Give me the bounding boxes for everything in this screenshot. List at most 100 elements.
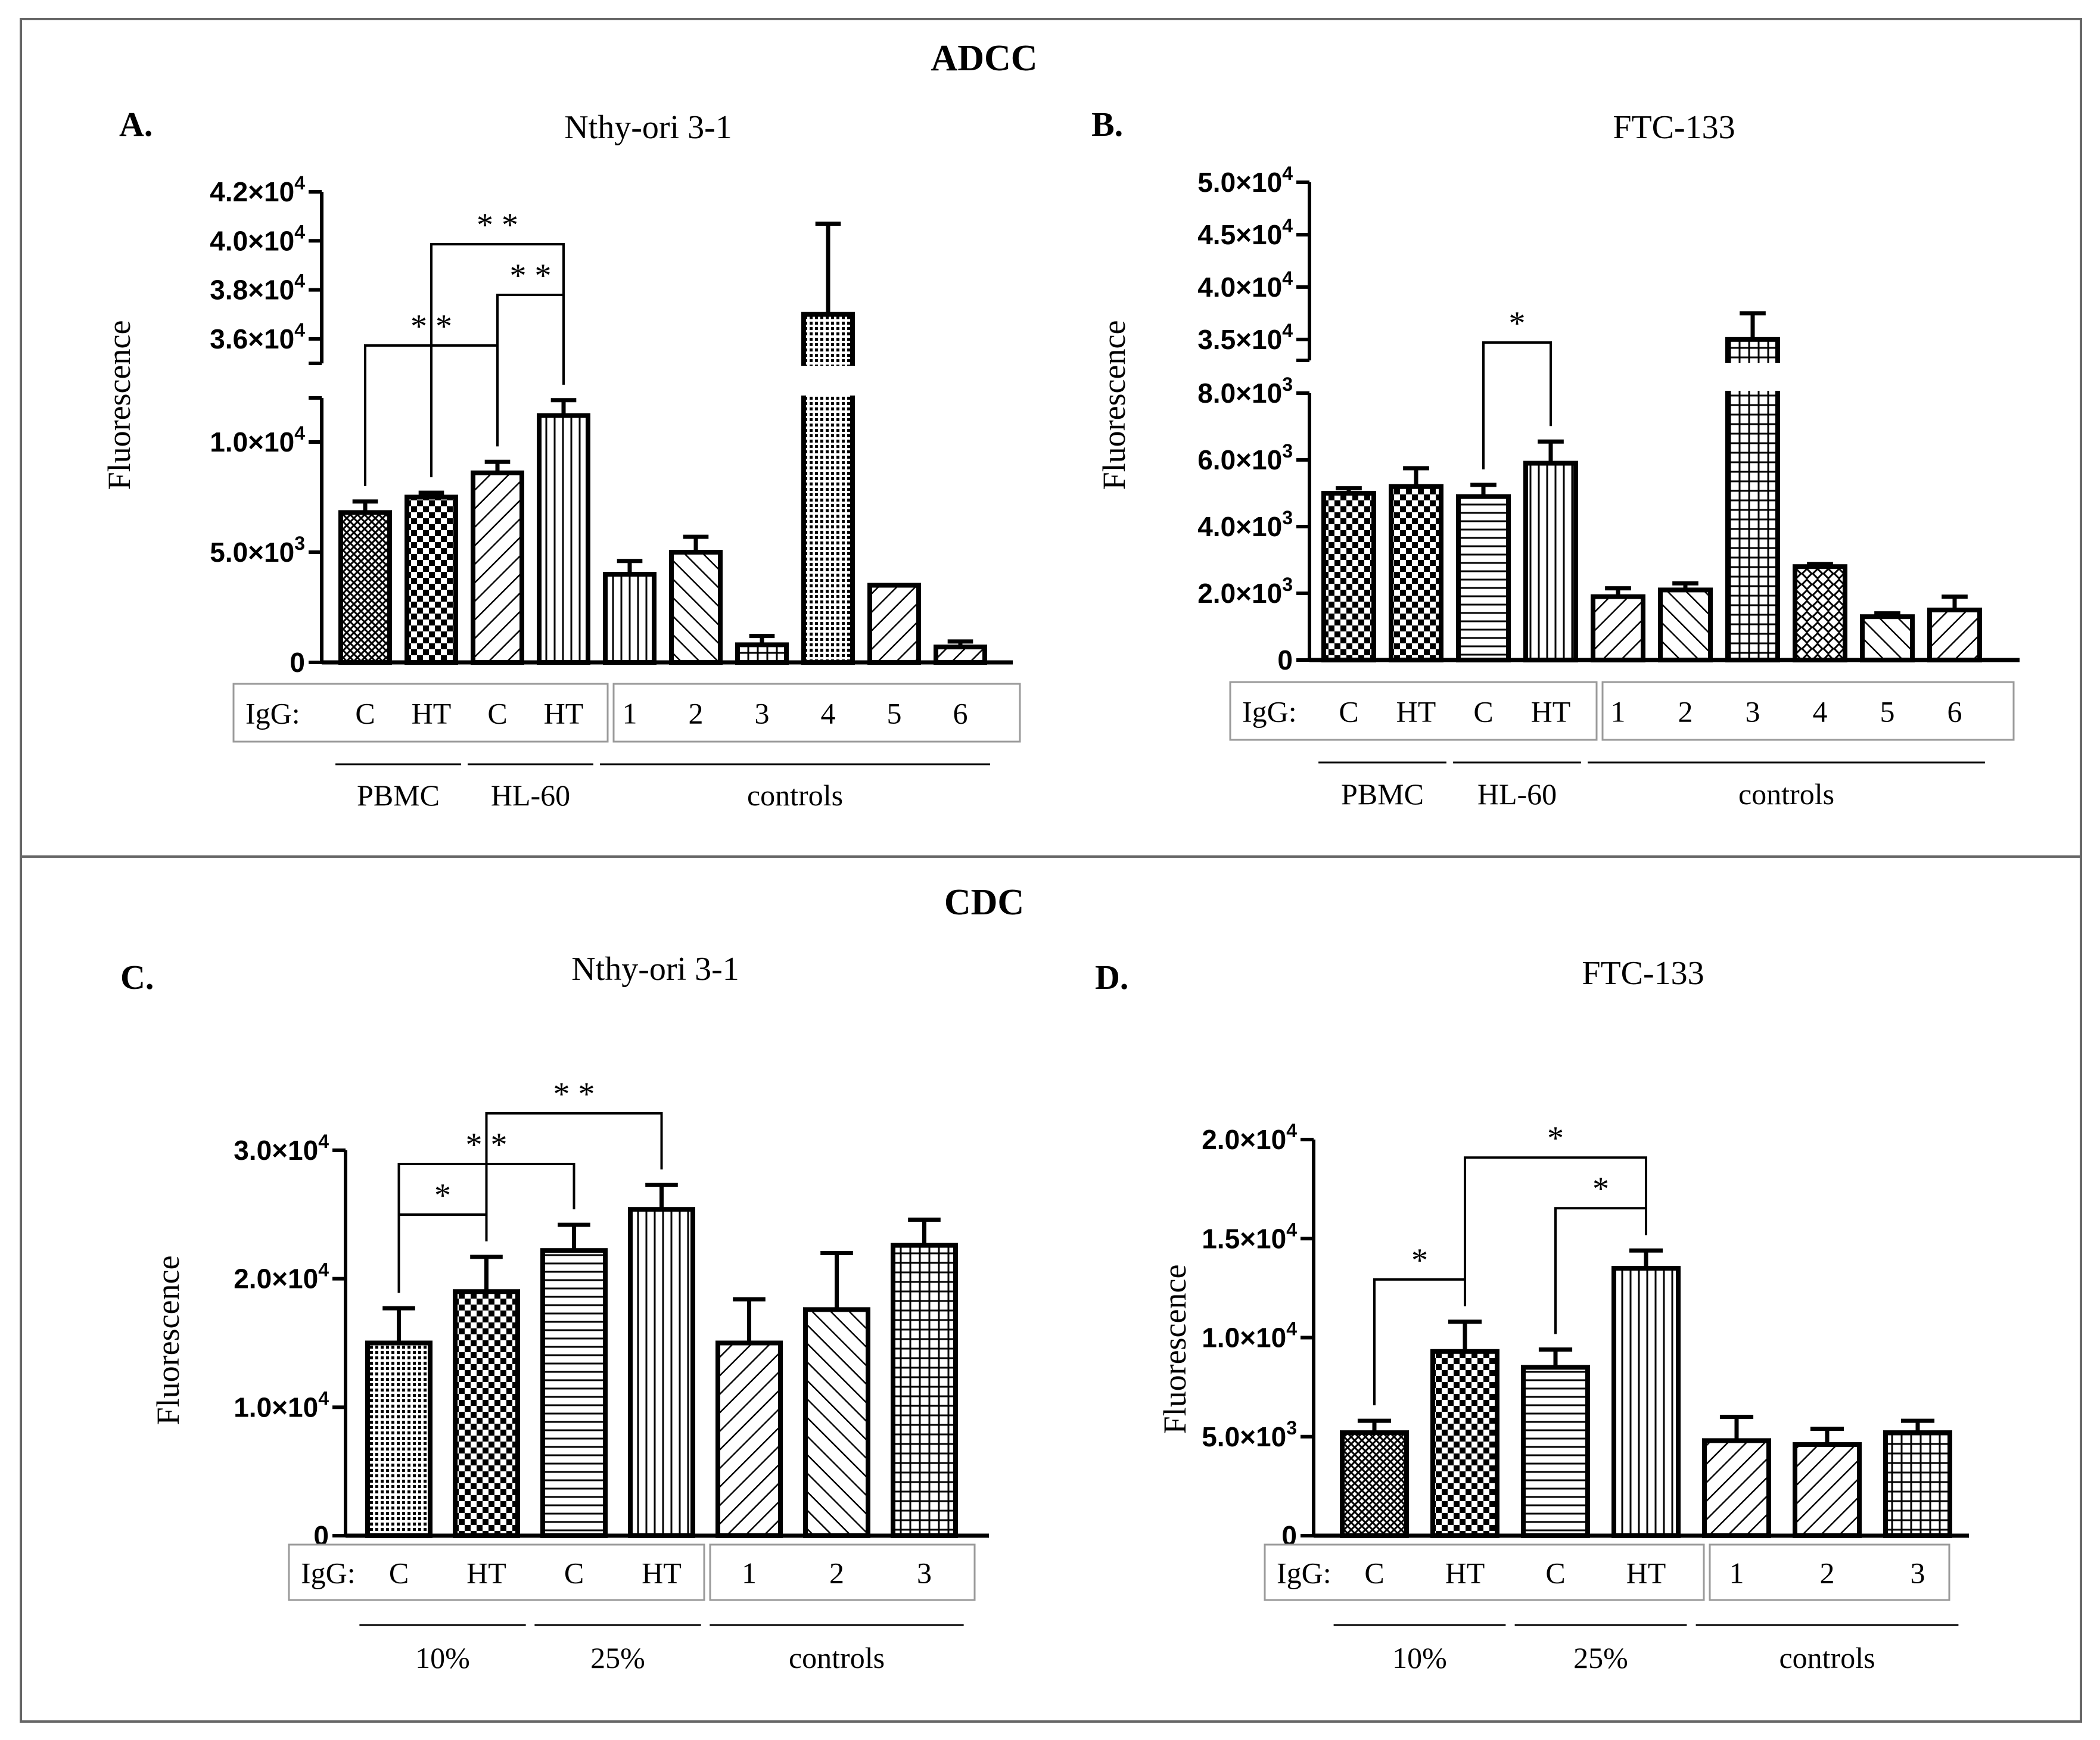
significance-bracket: * [1464,1120,1647,1306]
y-axis-label: Fluorescence [101,320,137,490]
bar-group [1702,1415,1771,1538]
x-tick-label: 4 [821,697,836,730]
x-tick-label: C [1545,1557,1565,1590]
y-tick-label: 1.0×104 [1202,1318,1297,1353]
y-axis-label: Fluorescence [1096,320,1132,490]
y-tick: 8.0×103 [1197,373,1309,409]
bar-group [867,583,921,665]
igg-prefix: IgG: [1277,1557,1331,1590]
panel-label: C. [120,958,154,997]
y-tick: 0 [290,647,322,678]
x-tick-label: 2 [829,1557,844,1590]
group-annotation: 25% [1514,1624,1687,1674]
bar-group [1723,311,1782,662]
y-tick: 3.0×104 [234,1131,346,1166]
igg-category-boxes: IgG: C HT C HT 1 2 3 4 5 6 [232,683,1021,743]
group-label: controls [747,779,843,812]
group-annotation: PBMC [335,763,461,812]
significance-label: * * [510,257,552,294]
y-tick-label: 8.0×103 [1197,373,1293,409]
group-label: controls [1738,777,1834,811]
group-label: 25% [590,1641,645,1674]
y-tick-label: 3.8×104 [210,270,305,306]
x-tick-label: C [487,697,507,730]
x-tick-label: C [1364,1557,1384,1590]
group-label: HL-60 [491,779,570,812]
bar-group [338,499,392,665]
bar-group [891,1217,958,1538]
y-tick: 1.0×104 [234,1387,346,1422]
y-tick: 5.0×104 [1197,163,1309,198]
panel-label: B. [1091,105,1123,144]
x-tick-label: HT [1626,1557,1666,1590]
panel-title: FTC-133 [1582,955,1704,992]
group-annotation: 25% [534,1624,701,1674]
bar-group [1321,486,1376,662]
y-tick-label: 4.2×104 [210,172,305,207]
bracket-line [1482,341,1552,469]
igg-prefix: IgG: [301,1557,356,1590]
bar-group [799,221,857,665]
y-tick-label: 6.0×103 [1197,440,1293,475]
y-tick: 4.0×104 [210,221,322,256]
bar-group [365,1306,433,1538]
bar-break-gap [1723,363,1782,391]
controls-box [612,683,1021,743]
bar [1389,484,1443,662]
x-tick-label: C [389,1557,409,1590]
group-annotation: HL-60 [468,763,593,812]
group-annotation: controls [1695,1624,1959,1674]
bar [1793,564,1847,663]
bar [471,470,524,665]
igg-box [288,1543,705,1601]
significance-label: * [1547,1120,1564,1157]
y-tick: 6.0×103 [1197,440,1309,475]
bar-group [715,1297,783,1538]
bar-break-gap [799,366,857,396]
bar [453,1289,520,1539]
bar [1860,614,1915,662]
bar-group [1793,562,1847,663]
bar [1523,460,1578,662]
bar [603,572,657,665]
y-tick: 5.0×103 [210,533,322,568]
x-tick-label: 1 [1611,695,1626,729]
igg-box [1264,1543,1705,1601]
y-tick: 2.0×103 [1197,574,1309,609]
y-tick: 4.2×104 [210,172,322,207]
y-tick-label: 1.5×104 [1202,1219,1297,1254]
bar [1883,1430,1952,1539]
group-annotation: HL-60 [1453,761,1581,811]
significance-label: * [1509,305,1526,342]
bar [1927,608,1982,662]
y-tick-label: 0 [313,1520,329,1551]
controls-box [1709,1543,1950,1601]
x-tick-label: C [1339,695,1358,729]
bar-group [1883,1418,1952,1539]
bar-group [453,1255,520,1539]
significance-label: * [1411,1242,1428,1279]
y-tick: 3.5×104 [1197,320,1309,355]
x-tick-label: 2 [689,697,704,730]
y-tick: 1.0×104 [1202,1318,1314,1353]
bar [1340,1430,1409,1539]
igg-category-boxes: IgG: C HT C HT 1 2 3 [288,1543,976,1601]
group-annotation: controls [710,1624,964,1674]
igg-box [1229,681,1598,741]
bar [1591,594,1645,662]
igg-category-boxes: IgG: C HT C HT 1 2 3 [1264,1543,1950,1601]
y-tick-label: 0 [1281,1520,1297,1551]
x-tick-label: C [564,1557,584,1590]
y-axis-label: Fluorescence [150,1256,186,1425]
bar [540,1248,608,1538]
bar-group [1611,1248,1681,1538]
significance-label: * * [477,207,518,244]
bar [628,1207,695,1538]
y-tick: 3.6×104 [210,319,322,354]
bracket-line [1464,1156,1647,1306]
bar-group [537,398,590,665]
x-tick-label: 3 [1911,1557,1925,1590]
igg-category-boxes: IgG: C HT C HT 1 2 3 4 5 6 [1229,681,2015,741]
y-tick-label: 2.0×104 [1202,1120,1297,1155]
outer-frame [20,18,2082,1723]
